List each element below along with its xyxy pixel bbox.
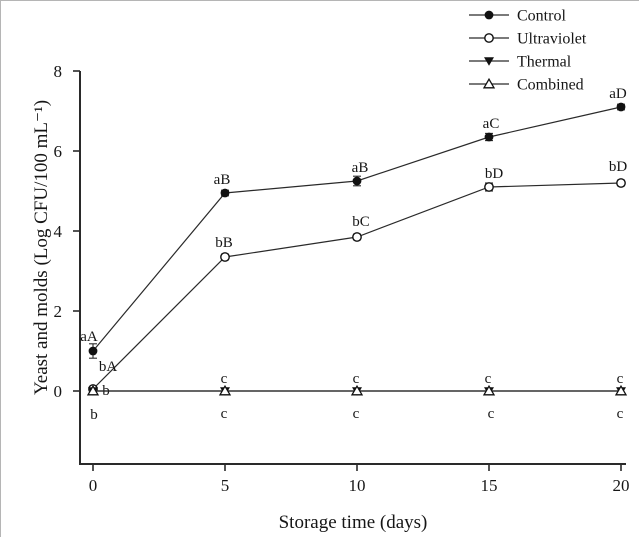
y-tick-label: 6 [54, 142, 63, 161]
legend-item-combined: Combined [469, 77, 584, 94]
point-label: aD [609, 86, 627, 102]
series-control: aA aB aB aC aD [80, 86, 627, 359]
point-label: bA [99, 359, 118, 375]
point-label: aB [214, 172, 231, 188]
axis-frame [79, 71, 626, 465]
point-label: c [617, 371, 624, 387]
point-label: aC [483, 116, 500, 132]
legend-marker-open-circle-icon [484, 33, 494, 43]
series-ultraviolet: bA bB bC bD bD [88, 159, 628, 394]
y-tick-label: 8 [54, 62, 63, 81]
x-tick-label: 20 [613, 476, 630, 495]
legend-label: Combined [517, 77, 584, 94]
marker-open-triangle-up [86, 384, 100, 396]
point-label: aB [352, 160, 369, 176]
x-axis: 0 5 10 15 20 [89, 464, 630, 495]
y-tick-label: 0 [54, 382, 63, 401]
point-label: bD [485, 166, 504, 182]
point-label: c [353, 371, 360, 387]
x-tick-label: 0 [89, 476, 98, 495]
legend-item-thermal: Thermal [469, 54, 572, 71]
point-label: aA [80, 329, 98, 345]
marker-open-triangle-up [482, 384, 496, 396]
marker-filled-circle [88, 346, 98, 356]
marker-open-circle [220, 252, 230, 262]
x-tick-label: 10 [349, 476, 366, 495]
legend-label: Thermal [517, 54, 572, 71]
point-label: c [488, 406, 495, 422]
x-tick-label: 15 [481, 476, 498, 495]
point-label: bB [215, 235, 233, 251]
point-label: bC [352, 214, 370, 230]
x-tick-label: 5 [221, 476, 230, 495]
legend: Control Ultraviolet Thermal Combined [469, 8, 587, 94]
legend-label: Ultraviolet [517, 31, 587, 48]
axes [79, 71, 626, 465]
marker-open-triangle-up [614, 384, 628, 396]
point-label: c [221, 406, 228, 422]
legend-item-control: Control [469, 8, 566, 25]
point-label: c [617, 406, 624, 422]
y-tick-label: 4 [54, 222, 63, 241]
marker-open-triangle-up [350, 384, 364, 396]
point-label: bD [609, 159, 628, 175]
legend-label: Control [517, 8, 566, 25]
point-label: c [221, 371, 228, 387]
point-label: c [353, 406, 360, 422]
marker-filled-circle [352, 176, 362, 186]
marker-open-circle [484, 182, 494, 192]
legend-marker-filled-triangle-down-icon [484, 57, 494, 66]
legend-marker-filled-circle-icon [484, 10, 494, 20]
marker-filled-circle [484, 132, 494, 142]
x-axis-title: Storage time (days) [279, 512, 428, 533]
legend-marker-open-triangle-up-icon [482, 77, 496, 89]
legend-item-ultraviolet: Ultraviolet [469, 31, 587, 48]
marker-filled-circle [616, 102, 626, 112]
point-label: b [90, 407, 98, 423]
y-axis: 0 2 4 6 8 [54, 62, 80, 401]
y-axis-title: Yeast and molds (Log CFU/100 mL⁻¹) [31, 100, 52, 395]
y-tick-label: 2 [54, 302, 63, 321]
marker-filled-circle [220, 188, 230, 198]
marker-open-triangle-up [218, 384, 232, 396]
marker-open-circle [352, 232, 362, 242]
point-label: c [485, 371, 492, 387]
marker-open-circle [616, 178, 626, 188]
